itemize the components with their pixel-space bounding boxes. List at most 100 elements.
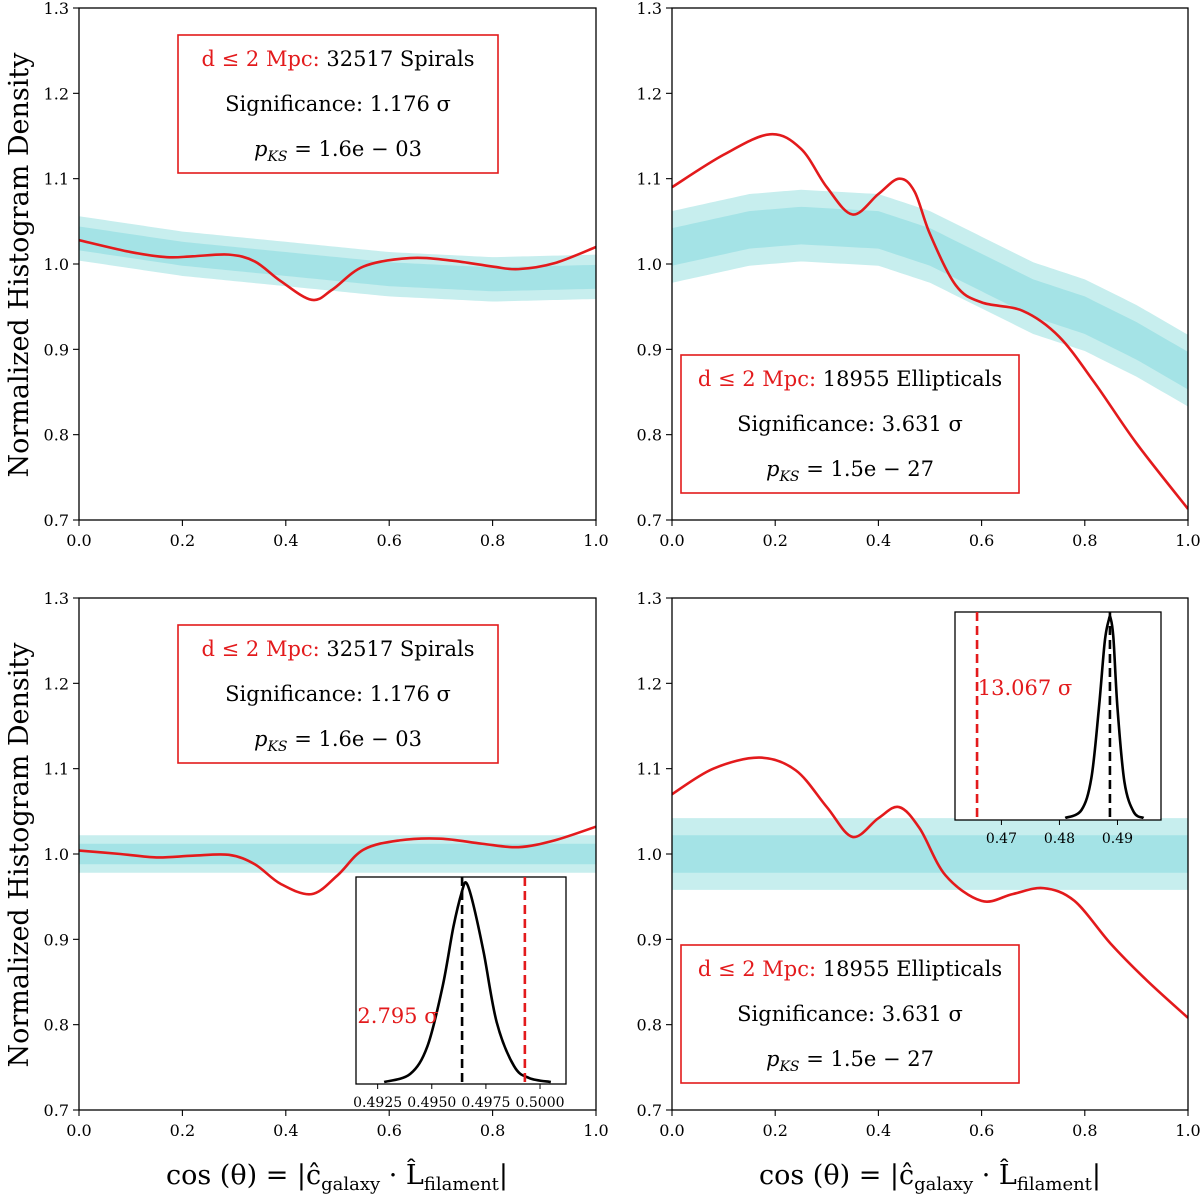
pks-sub: KS xyxy=(266,149,287,165)
pks-value: = 1.5e − 27 xyxy=(800,1047,934,1071)
band-inner-1sigma xyxy=(672,835,1188,873)
annotation-title: d ≤ 2 Mpc: 18955 Ellipticals xyxy=(698,957,1002,981)
inset-frame xyxy=(954,611,1162,821)
inset-sigma-label: 2.795 σ xyxy=(357,1004,438,1028)
inset-x-tick-label: 0.49 xyxy=(1102,831,1133,847)
x-tick-label: 0.8 xyxy=(1072,531,1097,550)
y-tick-label: 1.1 xyxy=(44,170,69,189)
inset-distribution-line xyxy=(383,881,552,1084)
band-group xyxy=(79,835,596,873)
annotation-title: d ≤ 2 Mpc: 32517 Spirals xyxy=(202,47,475,71)
band-group xyxy=(672,818,1188,890)
annotation-box: d ≤ 2 Mpc: 32517 Spirals Significance: 1.… xyxy=(177,34,499,174)
annotation-count: 18955 Ellipticals xyxy=(823,957,1002,981)
y-tick-label: 0.9 xyxy=(44,930,69,949)
annotation-significance: Significance: 3.631 σ xyxy=(737,412,963,436)
annotation-significance: Significance: 1.176 σ xyxy=(225,682,451,706)
pks-p: p xyxy=(766,457,779,481)
annotation-pks: pKS = 1.5e − 27 xyxy=(766,457,934,485)
y-tick-label: 1.2 xyxy=(637,674,662,693)
y-tick-label: 0.7 xyxy=(44,1101,69,1120)
series-line-observed xyxy=(672,756,1188,1019)
x-tick-label: 0.2 xyxy=(762,1121,787,1140)
x-tick-label: 0.6 xyxy=(376,531,401,550)
x-tick-label: 0.0 xyxy=(659,1121,684,1140)
x-tick-label: 0.6 xyxy=(376,1121,401,1140)
annotation-pks: pKS = 1.6e − 03 xyxy=(254,137,422,165)
annotation-count: 18955 Ellipticals xyxy=(823,367,1002,391)
annotation-frame xyxy=(680,944,1020,1084)
y-tick-label: 1.3 xyxy=(44,0,69,18)
y-tick-label: 1.2 xyxy=(44,674,69,693)
annotation-title: d ≤ 2 Mpc: 18955 Ellipticals xyxy=(698,367,1002,391)
pks-value: = 1.5e − 27 xyxy=(800,457,934,481)
annotation-distance-label: d ≤ 2 Mpc: xyxy=(698,367,823,391)
annotation-count: 32517 Spirals xyxy=(326,637,474,661)
pks-sub: KS xyxy=(266,739,287,755)
inset-upper-right: 0.47 0.48 0.49 13.067 σ xyxy=(954,611,1162,847)
y-tick-label: 1.3 xyxy=(637,0,662,18)
y-tick-label: 0.8 xyxy=(637,426,662,445)
x-axis-title-right: cos (θ) = |ĉgalaxy · L̂filament| xyxy=(759,1158,1101,1195)
band-inner-1sigma xyxy=(79,226,596,292)
inset-lower-right: 0.4925 0.4950 0.4975 0.5000 2.795 σ xyxy=(353,876,567,1111)
y-tick-label: 0.9 xyxy=(637,340,662,359)
y-tick-label: 0.9 xyxy=(44,340,69,359)
y-tick-label: 1.1 xyxy=(44,760,69,779)
series-line-observed xyxy=(79,825,596,896)
annotation-significance: Significance: 1.176 σ xyxy=(225,92,451,116)
annotation-distance-label: d ≤ 2 Mpc: xyxy=(202,637,327,661)
panels: 0.0 0.2 0.4 0.6 0.8 1.0 0.7 0.8 0.9 1.0 1.1 1.2 1.3 d… xyxy=(44,0,1200,1140)
x-tick-label: 1.0 xyxy=(1175,1121,1200,1140)
annotation-significance: Significance: 3.631 σ xyxy=(737,1002,963,1026)
y-tick-label: 1.3 xyxy=(44,589,69,608)
inset-x-tick-label: 0.48 xyxy=(1044,831,1075,847)
panel-bottom-left: 0.0 0.2 0.4 0.6 0.8 1.0 0.7 0.8 0.9 1.0 1.1 1.2 1.3 d… xyxy=(44,589,609,1140)
y-axis-title-top: Normalized Histogram Density xyxy=(4,52,35,478)
y-tick-label: 1.0 xyxy=(637,255,662,274)
x-tick-label: 0.0 xyxy=(66,531,91,550)
x-tick-label: 0.2 xyxy=(170,1121,195,1140)
y-tick-label: 0.8 xyxy=(44,426,69,445)
y-tick-label: 1.1 xyxy=(637,170,662,189)
y-tick-label: 0.7 xyxy=(637,511,662,530)
annotation-pks: pKS = 1.6e − 03 xyxy=(254,727,422,755)
x-tick-label: 0.0 xyxy=(659,531,684,550)
y-axis-title-bottom: Normalized Histogram Density xyxy=(4,642,35,1068)
band-group xyxy=(672,189,1188,407)
x-tick-label: 1.0 xyxy=(583,531,608,550)
pks-p: p xyxy=(254,137,267,161)
x-tick-label: 0.8 xyxy=(1072,1121,1097,1140)
series-line-observed xyxy=(672,132,1188,510)
y-tick-label: 1.3 xyxy=(637,589,662,608)
y-tick-label: 0.7 xyxy=(637,1101,662,1120)
x-tick-label: 0.6 xyxy=(969,531,994,550)
x-tick-label: 0.4 xyxy=(866,1121,891,1140)
y-tick-label: 1.1 xyxy=(637,760,662,779)
pks-value: = 1.6e − 03 xyxy=(288,727,422,751)
pks-sub: KS xyxy=(778,469,799,485)
y-tick-label: 0.9 xyxy=(637,930,662,949)
pks-value: = 1.6e − 03 xyxy=(288,137,422,161)
x-tick-label: 0.4 xyxy=(273,1121,298,1140)
x-tick-label: 0.4 xyxy=(273,531,298,550)
annotation-distance-label: d ≤ 2 Mpc: xyxy=(698,957,823,981)
inset-x-tick-label: 0.4950 xyxy=(407,1095,456,1111)
y-tick-label: 1.0 xyxy=(637,845,662,864)
annotation-distance-label: d ≤ 2 Mpc: xyxy=(202,47,327,71)
band-group xyxy=(79,216,596,302)
inset-x-tick-label: 0.5000 xyxy=(516,1095,565,1111)
pks-p: p xyxy=(766,1047,779,1071)
x-tick-label: 0.6 xyxy=(969,1121,994,1140)
panel-bottom-right: 0.0 0.2 0.4 0.6 0.8 1.0 0.7 0.8 0.9 1.0 1.1 1.2 1.3 d… xyxy=(637,589,1200,1140)
annotation-pks: pKS = 1.5e − 27 xyxy=(766,1047,934,1075)
x-tick-label: 0.8 xyxy=(480,1121,505,1140)
pks-sub: KS xyxy=(778,1059,799,1075)
x-tick-label: 0.2 xyxy=(170,531,195,550)
annotation-title: d ≤ 2 Mpc: 32517 Spirals xyxy=(202,637,475,661)
y-tick-label: 1.0 xyxy=(44,255,69,274)
x-tick-label: 0.8 xyxy=(480,531,505,550)
inset-x-tick-label: 0.47 xyxy=(986,831,1017,847)
x-tick-label: 1.0 xyxy=(583,1121,608,1140)
